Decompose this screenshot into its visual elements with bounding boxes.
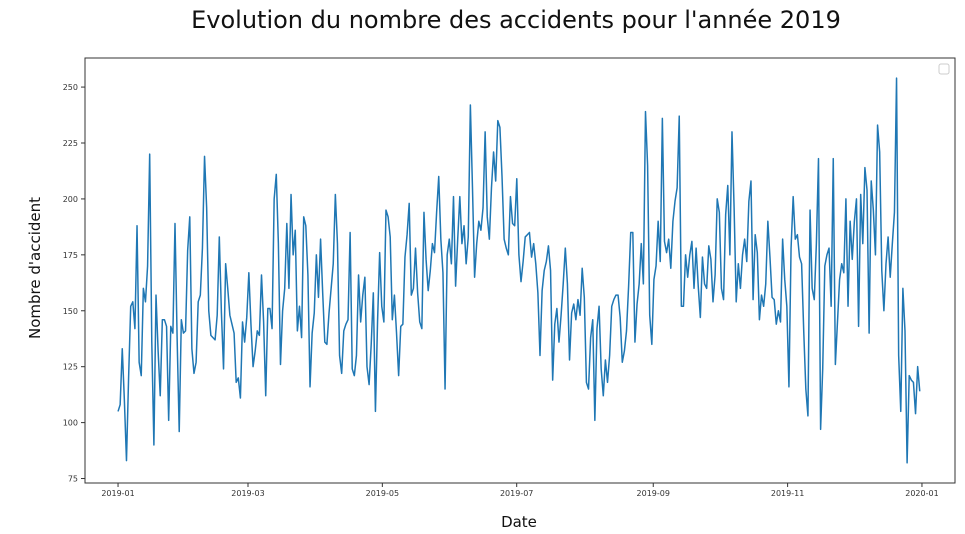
x-tick-label: 2019-07 xyxy=(500,489,533,498)
y-axis-label: Nombre d'accident xyxy=(26,197,44,339)
y-axis-ticks: 75 100 125 150 175 200 225 250 xyxy=(63,83,85,484)
y-tick-label: 175 xyxy=(63,251,78,260)
x-tick-label: 2019-05 xyxy=(366,489,399,498)
y-tick-label: 200 xyxy=(63,195,78,204)
chart-title: Evolution du nombre des accidents pour l… xyxy=(191,6,841,34)
x-tick-label: 2019-01 xyxy=(101,489,134,498)
y-tick-label: 250 xyxy=(63,83,78,92)
series-line xyxy=(117,77,921,464)
y-tick-label: 100 xyxy=(63,419,78,428)
y-tick-label: 150 xyxy=(63,307,78,316)
x-axis-label: Date xyxy=(501,513,537,531)
x-tick-label: 2020-01 xyxy=(905,489,938,498)
plot-frame xyxy=(84,57,956,484)
legend-box xyxy=(938,63,950,75)
x-tick-label: 2019-09 xyxy=(637,489,670,498)
y-tick-label: 125 xyxy=(63,363,78,372)
y-tick-label: 75 xyxy=(68,475,78,484)
x-tick-label: 2019-03 xyxy=(231,489,264,498)
x-tick-label: 2019-11 xyxy=(771,489,804,498)
y-tick-label: 225 xyxy=(63,139,78,148)
x-axis-ticks: 2019-01 2019-03 2019-05 2019-07 2019-09 2019-… xyxy=(101,483,939,498)
